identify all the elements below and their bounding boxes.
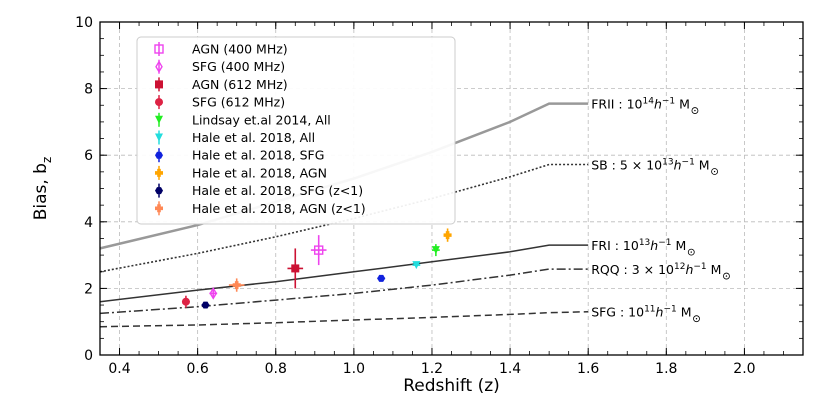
curve-label-mass: M — [675, 97, 690, 112]
legend-marker — [155, 133, 163, 142]
curve-label-prefix: RQQ : 3 × 10 — [591, 262, 674, 277]
legend-label: Lindsay et.al 2014, All — [192, 112, 331, 127]
legend-box — [136, 36, 456, 225]
legend-label: SFG (400 MHz) — [192, 59, 285, 74]
curve-label-exponent: 12 — [674, 262, 685, 272]
solar-symbol-dot — [695, 318, 698, 320]
curve-label-mass: M — [677, 305, 692, 320]
curve-label-h-exponent: −1 — [682, 158, 695, 168]
curve-label: SFG : 1011h−1 M — [591, 305, 691, 320]
legend-marker — [155, 151, 163, 159]
curve-label-prefix: SB : 5 × 10 — [591, 158, 662, 173]
x-tick-label: 0.8 — [265, 361, 287, 377]
curve-line — [99, 244, 589, 303]
y-tick-label: 0 — [84, 348, 93, 364]
curve-line — [99, 163, 589, 273]
data-point — [209, 287, 218, 300]
legend-marker — [155, 60, 163, 74]
data-point — [377, 274, 386, 282]
curve-label-exponent: 13 — [639, 238, 650, 248]
legend: AGN (400 MHz) SFG (400 MHz) AGN (612 MHz) S… — [136, 36, 456, 225]
y-axis-label-main: Bias, b — [31, 163, 51, 220]
solar-symbol — [693, 315, 700, 323]
solar-symbol — [691, 107, 699, 114]
legend-label: AGN (612 MHz) — [192, 77, 288, 92]
legend-marker — [154, 44, 164, 54]
solar-symbol — [687, 248, 695, 256]
curve-label-h: h — [654, 97, 662, 112]
legend-marker — [155, 98, 163, 107]
legend-label: SFG (612 MHz) — [192, 95, 285, 110]
legend-marker — [155, 80, 163, 89]
curve-label: SB : 5 × 1013h−1 M — [591, 158, 709, 173]
curve-line — [99, 310, 589, 328]
curve-label-prefix: FRI : 10 — [591, 238, 639, 253]
solar-symbol — [711, 168, 718, 175]
x-tick-label: 0.6 — [187, 361, 209, 377]
curve-label-h-exponent: −1 — [658, 238, 671, 248]
legend-label: Hale et al. 2018, SFG (z<1) — [192, 183, 363, 198]
y-tick-label: 6 — [84, 148, 93, 164]
data-point — [431, 246, 440, 255]
x-tick-label: 1.4 — [499, 361, 521, 377]
curve-label-mass: M — [707, 262, 722, 277]
solar-symbol-dot — [713, 170, 716, 173]
curve-label-h: h — [685, 262, 693, 277]
data-point — [201, 301, 210, 309]
curve-label-mass: M — [672, 238, 687, 253]
y-axis-label-sub: z — [40, 157, 54, 163]
curve-label-h: h — [674, 158, 682, 173]
legend-marker — [155, 168, 163, 177]
legend-label: Hale et al. 2018, SFG — [192, 148, 324, 163]
legend-marker — [155, 115, 163, 124]
curve-label: FRI : 1013h−1 M — [591, 238, 686, 253]
curve-line — [99, 268, 589, 315]
legend-marker — [155, 187, 163, 195]
y-tick-label: 10 — [75, 15, 93, 31]
curve-label-h: h — [650, 238, 658, 253]
data-point — [443, 231, 452, 240]
solar-symbol — [723, 272, 730, 280]
x-tick-label: 1.0 — [343, 361, 365, 377]
data-point — [232, 281, 241, 290]
curve-label-mass: M — [695, 158, 710, 173]
y-tick-label: 4 — [84, 215, 93, 231]
curve-label-h-exponent: −1 — [663, 305, 676, 315]
x-tick-label: 1.2 — [421, 361, 443, 377]
legend-label: Hale et al. 2018, AGN (z<1) — [192, 201, 366, 216]
solar-symbol-dot — [725, 275, 728, 277]
curve-label-h: h — [656, 305, 664, 320]
y-tick-label: 8 — [84, 82, 93, 98]
x-tick-label: 1.8 — [655, 361, 677, 377]
curve-label: RQQ : 3 × 1012h−1 M — [591, 262, 721, 277]
curve-label-exponent: 13 — [662, 158, 673, 168]
data-point — [314, 245, 324, 255]
legend-label: Hale et al. 2018, AGN — [192, 165, 327, 180]
x-tick-label: 2.0 — [733, 361, 755, 377]
y-tick-label: 2 — [84, 281, 93, 297]
curve-label-prefix: FRII : 10 — [591, 97, 642, 112]
ticks: 0.4 0.6 0.8 1.0 1.2 1.4 1.6 1.8 2.0 0 2 4 6 8 10 — [75, 15, 803, 377]
data-point — [412, 261, 421, 270]
x-tick-label: 1.6 — [577, 361, 599, 377]
y-axis-label: Bias, bz — [31, 157, 54, 221]
data-points — [181, 228, 452, 309]
x-tick-label: 0.4 — [108, 361, 130, 377]
legend-label: AGN (400 MHz) — [192, 42, 288, 57]
curve-label: FRII : 1014h−1 M — [591, 97, 690, 112]
data-point — [181, 297, 190, 306]
solar-symbol-dot — [694, 109, 696, 112]
x-axis-label: Redshift (z) — [403, 376, 500, 396]
legend-label: Hale et al. 2018, All — [192, 130, 315, 145]
curve-label-h-exponent: −1 — [662, 97, 675, 107]
curve-label-prefix: SFG : 10 — [591, 305, 644, 320]
solar-symbol-dot — [690, 251, 692, 253]
data-point — [291, 264, 300, 273]
curve-label-exponent: 14 — [643, 97, 655, 107]
curve-label-h-exponent: −1 — [693, 262, 706, 272]
curve-label-exponent: 11 — [644, 305, 655, 315]
legend-marker — [155, 204, 163, 213]
